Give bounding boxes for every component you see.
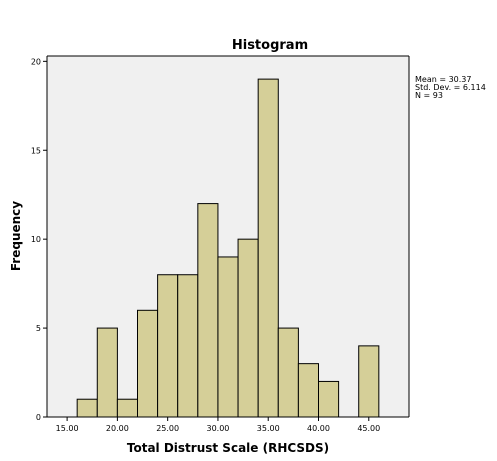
histogram-bar-0 [76,398,98,418]
histogram-bar-1 [96,327,118,418]
x-tick-label-5: 40.00 [307,424,330,433]
y-ticks-group: 0 5 10 15 20 [31,57,47,422]
y-axis-title: Frequency [9,201,23,271]
y-tick-label-2: 10 [31,235,41,244]
x-tick-label-1: 20.00 [106,424,129,433]
stat-line-2: N = 93 [415,91,443,100]
histogram-bar-11 [297,363,320,418]
x-tick-label-4: 35.00 [257,424,280,433]
y-tick-label-3: 15 [31,146,41,155]
histogram-bar-4 [157,274,179,418]
stat-line-0: Mean = 30.37 [415,75,472,84]
y-tick-label-4: 20 [31,57,41,66]
histogram-bar-2 [116,398,138,418]
y-tick-label-1: 5 [36,324,41,333]
histogram-bar-6 [197,203,219,418]
histogram-bar-13 [358,345,380,418]
x-tick-label-3: 30.00 [206,424,229,433]
x-tick-label-6: 45.00 [357,424,380,433]
histogram-bar-12 [318,380,340,418]
x-tick-label-2: 25.00 [156,424,179,433]
histogram-bar-3 [137,309,159,418]
bars-group [76,78,380,418]
x-tick-label-0: 15.00 [56,424,79,433]
x-ticks-group: 15.00 20.00 25.00 30.00 35.00 40.00 45.00 [56,417,380,433]
y-tick-label-0: 0 [36,413,41,422]
histogram-bar-10 [277,327,299,418]
histogram-bar-9 [257,78,279,418]
histogram-bar-7 [217,256,239,418]
x-axis-title: Total Distrust Scale (RHCSDS) [127,441,329,455]
stat-line-1: Std. Dev. = 6.114 [415,83,486,92]
chart-title: Histogram [232,38,308,53]
histogram-bar-8 [237,238,259,418]
histogram-bar-5 [177,274,199,418]
